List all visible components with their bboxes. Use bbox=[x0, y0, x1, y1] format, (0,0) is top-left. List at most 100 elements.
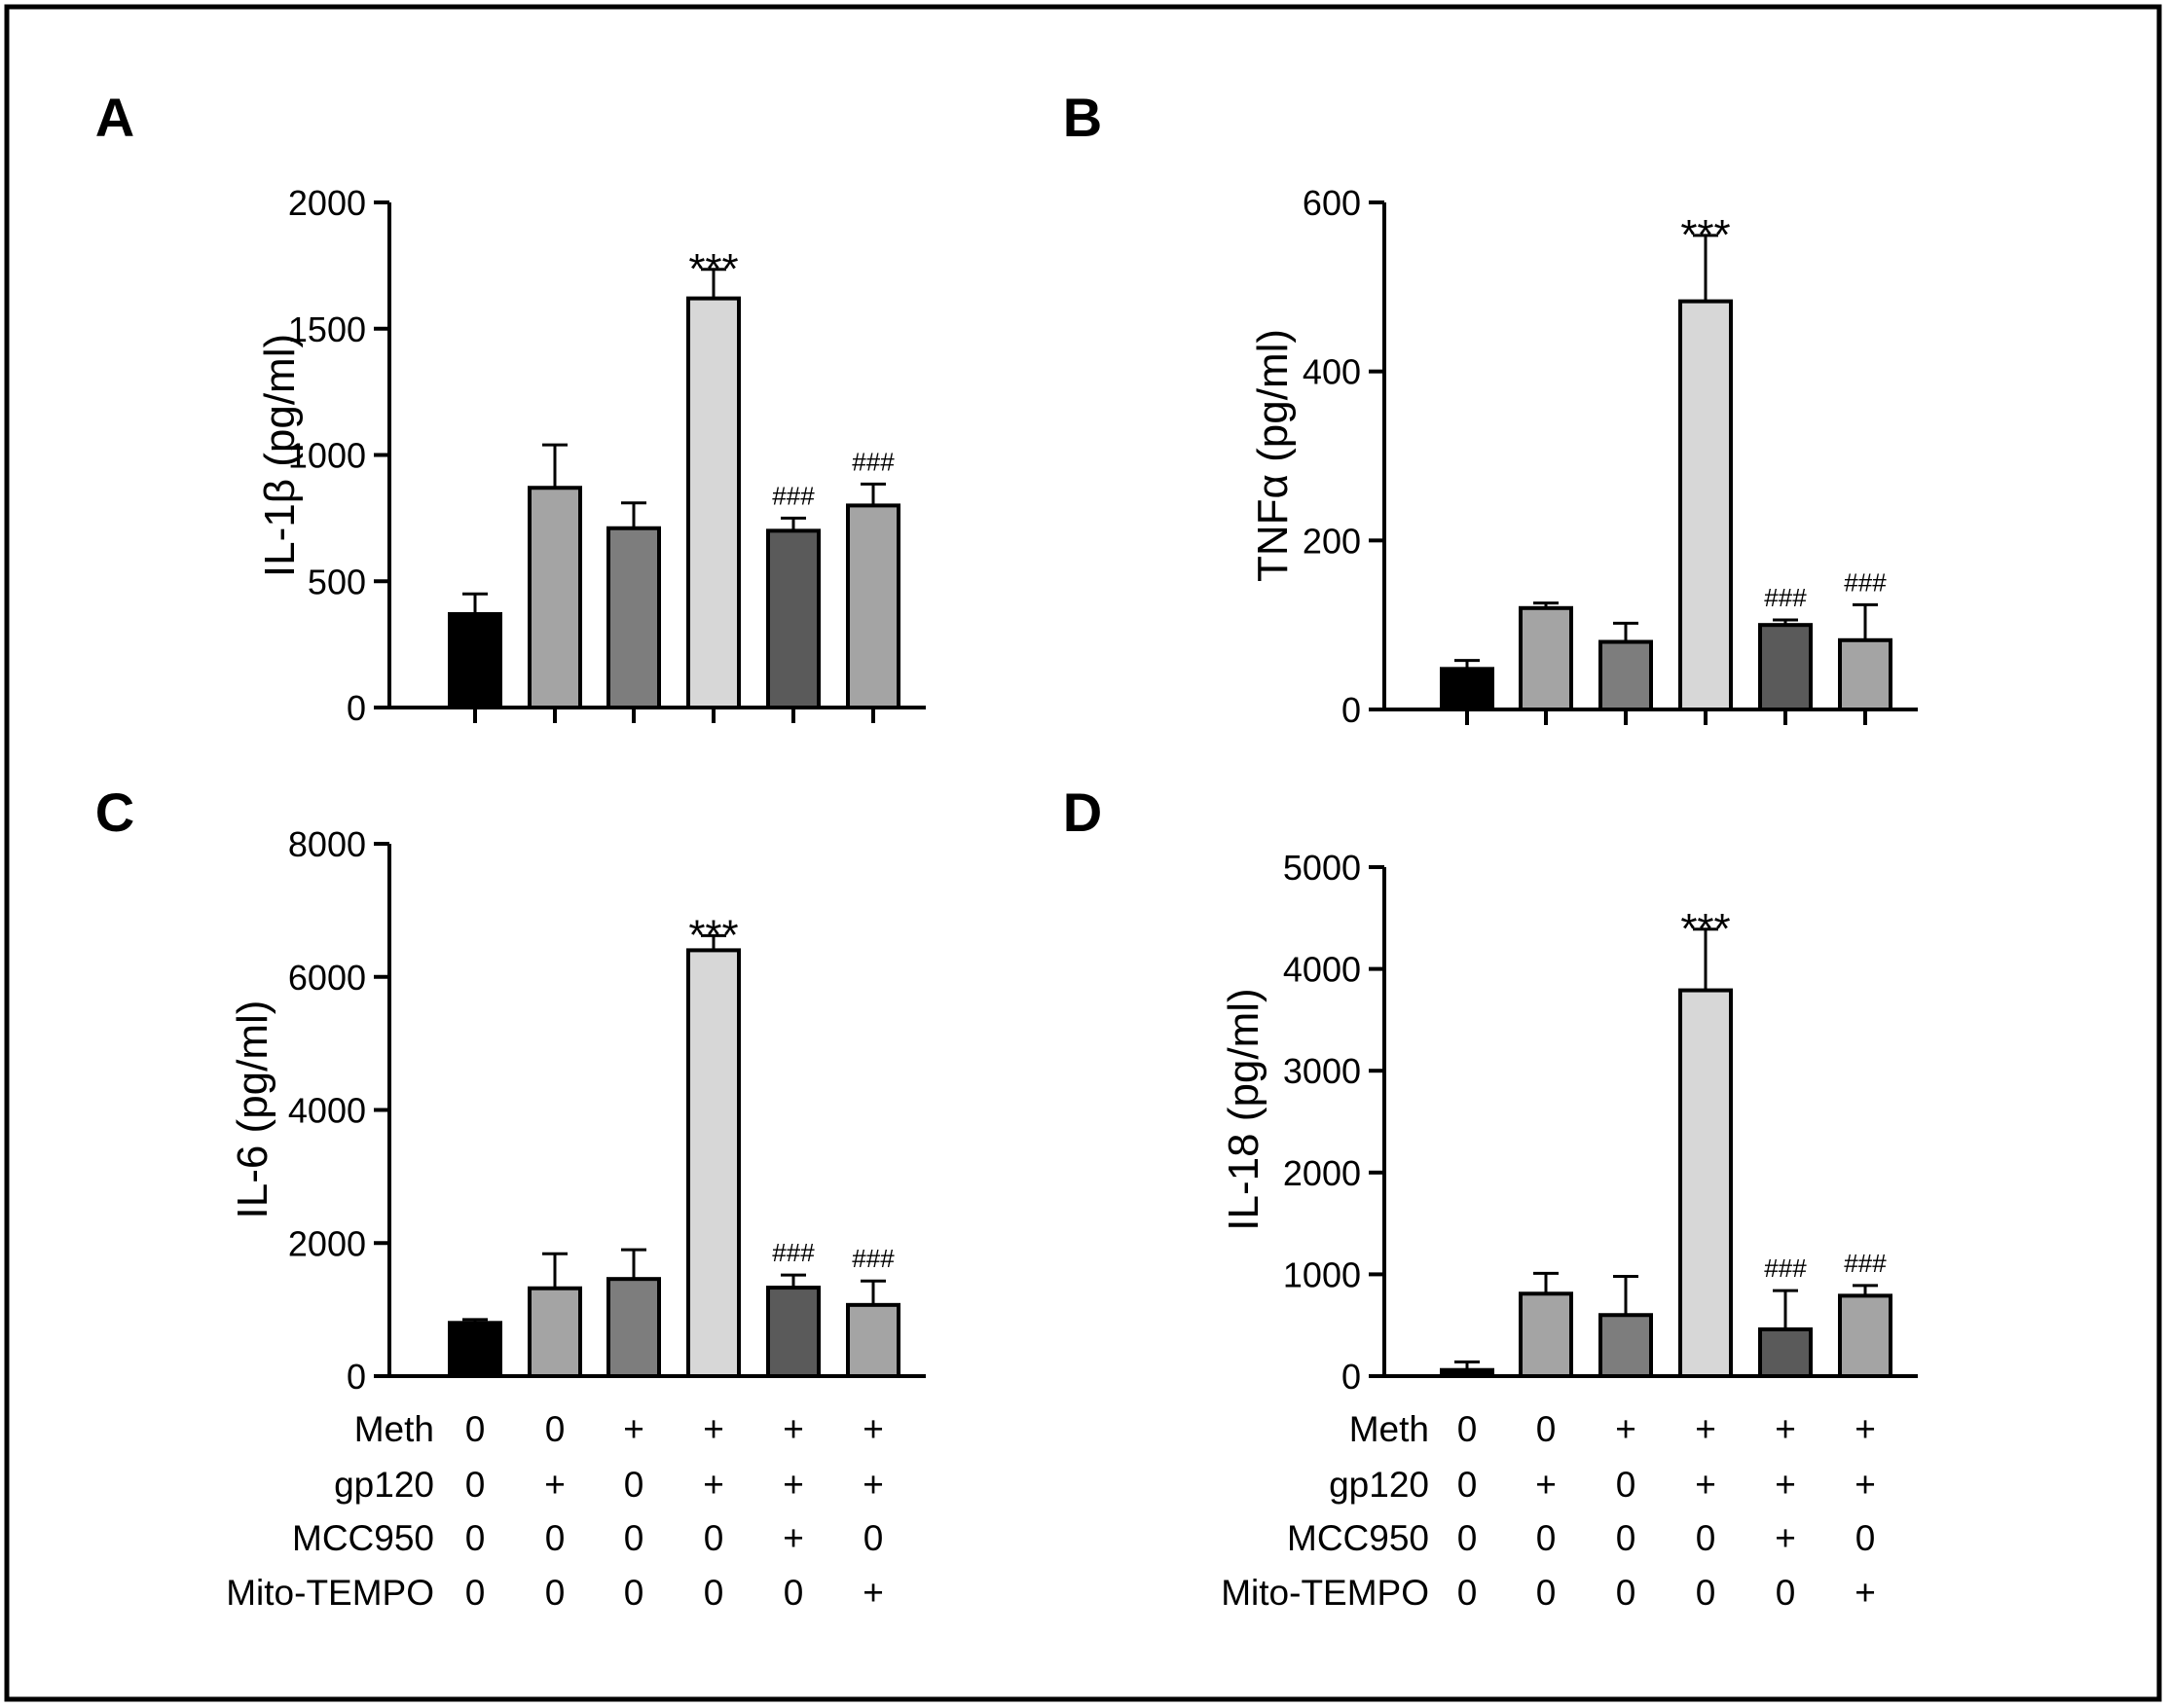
treatment-value: 0 bbox=[545, 1409, 566, 1449]
treatment-value: + bbox=[1695, 1465, 1716, 1505]
panel-letter: C bbox=[95, 781, 134, 843]
treatment-value: + bbox=[1775, 1518, 1796, 1558]
significance-stars: *** bbox=[1680, 211, 1730, 259]
y-tick-label: 0 bbox=[347, 688, 366, 728]
y-tick-label: 0 bbox=[347, 1357, 366, 1397]
significance-hashes: ### bbox=[1764, 1254, 1807, 1283]
bar bbox=[1440, 667, 1494, 712]
y-tick-label: 3000 bbox=[1283, 1051, 1361, 1091]
bar bbox=[1758, 623, 1813, 712]
bar bbox=[1440, 1367, 1494, 1378]
treatment-label: Mito-TEMPO bbox=[1221, 1573, 1429, 1613]
significance-hashes: ### bbox=[852, 447, 895, 476]
bar bbox=[1519, 605, 1573, 711]
treatment-value: 0 bbox=[1616, 1573, 1636, 1613]
y-tick-label: 0 bbox=[1341, 1357, 1361, 1397]
treatment-value: 0 bbox=[1457, 1465, 1478, 1505]
treatment-value: 0 bbox=[704, 1573, 724, 1613]
treatment-value: + bbox=[544, 1465, 566, 1505]
treatment-value: + bbox=[863, 1573, 884, 1613]
bar bbox=[448, 1321, 502, 1379]
treatment-value: 0 bbox=[784, 1573, 804, 1613]
panel-letter: A bbox=[95, 87, 134, 148]
treatment-value: 0 bbox=[465, 1518, 486, 1558]
treatment-value: 0 bbox=[1616, 1518, 1636, 1558]
treatment-value: 0 bbox=[1696, 1573, 1716, 1613]
y-tick-label: 0 bbox=[1341, 690, 1361, 730]
treatment-value: + bbox=[783, 1518, 804, 1558]
bar bbox=[1598, 1313, 1653, 1378]
bar bbox=[528, 486, 582, 709]
treatment-value: 0 bbox=[704, 1518, 724, 1558]
bar bbox=[448, 611, 502, 709]
treatment-value: + bbox=[1535, 1465, 1557, 1505]
y-axis-label: TNFα (pg/ml) bbox=[1249, 329, 1297, 582]
bar bbox=[1758, 1326, 1813, 1379]
y-tick-label: 1000 bbox=[1283, 1254, 1361, 1294]
bar bbox=[766, 528, 821, 709]
treatment-value: 0 bbox=[624, 1518, 644, 1558]
bar bbox=[1598, 639, 1653, 711]
bar bbox=[1838, 1293, 1892, 1378]
significance-hashes: ### bbox=[1844, 1249, 1887, 1278]
bar bbox=[766, 1286, 821, 1379]
treatment-value: + bbox=[783, 1409, 804, 1449]
treatment-value: + bbox=[863, 1465, 884, 1505]
panel-letter: D bbox=[1063, 781, 1102, 843]
treatment-value: 0 bbox=[1616, 1465, 1636, 1505]
treatment-value: 0 bbox=[1536, 1409, 1557, 1449]
treatment-value: 0 bbox=[1457, 1518, 1478, 1558]
treatment-label: gp120 bbox=[1329, 1465, 1429, 1505]
y-tick-label: 1000 bbox=[288, 436, 366, 476]
y-tick-label: 8000 bbox=[288, 824, 366, 864]
y-axis-label: IL-6 (pg/ml) bbox=[229, 1000, 276, 1219]
y-tick-label: 2000 bbox=[1283, 1153, 1361, 1193]
treatment-value: 0 bbox=[465, 1409, 486, 1449]
treatment-label: MCC950 bbox=[292, 1518, 434, 1558]
panel-d: D 0 1000 2000 3000 4000 5000 IL-18 (pg/ml) *** ##… bbox=[1063, 781, 1918, 1397]
treatment-value: 0 bbox=[545, 1518, 566, 1558]
y-axis-label: IL-1β (pg/ml) bbox=[256, 334, 304, 577]
treatment-value: 0 bbox=[1457, 1409, 1478, 1449]
panel-c: C 0 2000 4000 6000 8000 IL-6 (pg/ml) *** ### ### bbox=[95, 781, 926, 1397]
treatment-value: 0 bbox=[624, 1465, 644, 1505]
treatment-value: + bbox=[703, 1465, 724, 1505]
bar bbox=[606, 526, 661, 709]
treatment-value: 0 bbox=[545, 1573, 566, 1613]
significance-hashes: ### bbox=[1844, 567, 1887, 597]
significance-hashes: ### bbox=[772, 481, 815, 510]
panel-a: A 0 500 1000 1500 2000 IL-1β (pg/ml) *** ### ### bbox=[95, 87, 926, 728]
y-tick-label: 5000 bbox=[1283, 848, 1361, 888]
bar bbox=[1838, 637, 1892, 712]
treatment-value: + bbox=[1855, 1573, 1876, 1613]
panel-letter: B bbox=[1063, 87, 1102, 148]
treatment-label: Meth bbox=[354, 1409, 434, 1449]
treatment-table-c: Meth 0 0 + + + + gp120 0 +0 + + + MCC950 0 0 0 0 +0 Mito-TE… bbox=[226, 1409, 884, 1613]
treatment-value: 0 bbox=[1776, 1573, 1796, 1613]
treatment-value: 0 bbox=[465, 1465, 486, 1505]
significance-stars: *** bbox=[688, 911, 738, 959]
treatment-value: + bbox=[1855, 1409, 1876, 1449]
bar bbox=[528, 1286, 582, 1378]
treatment-value: + bbox=[1775, 1409, 1796, 1449]
treatment-label: Mito-TEMPO bbox=[226, 1573, 434, 1613]
treatment-value: + bbox=[863, 1409, 884, 1449]
treatment-value: + bbox=[1855, 1465, 1876, 1505]
y-axis-label: IL-18 (pg/ml) bbox=[1220, 988, 1267, 1230]
y-tick-label: 600 bbox=[1303, 183, 1361, 223]
treatment-label: Meth bbox=[1349, 1409, 1429, 1449]
panel-b: B 0 200 400 600 TNFα (pg/ml) *** ### ### bbox=[1063, 87, 1918, 730]
bar bbox=[846, 503, 900, 710]
y-tick-label: 2000 bbox=[288, 183, 366, 223]
treatment-value: 0 bbox=[465, 1573, 486, 1613]
significance-hashes: ### bbox=[852, 1244, 895, 1273]
treatment-label: gp120 bbox=[334, 1465, 434, 1505]
treatment-value: 0 bbox=[1457, 1573, 1478, 1613]
treatment-value: 0 bbox=[1536, 1573, 1557, 1613]
y-tick-label: 500 bbox=[308, 562, 366, 601]
treatment-value: 0 bbox=[1696, 1518, 1716, 1558]
treatment-value: + bbox=[703, 1409, 724, 1449]
treatment-table-d: Meth 0 0 + + + + gp120 0 +0 + + + MCC950 0 0 0 0 +0 Mito-TE… bbox=[1221, 1409, 1876, 1613]
figure-frame bbox=[4, 4, 2162, 1702]
bar bbox=[1678, 988, 1733, 1378]
